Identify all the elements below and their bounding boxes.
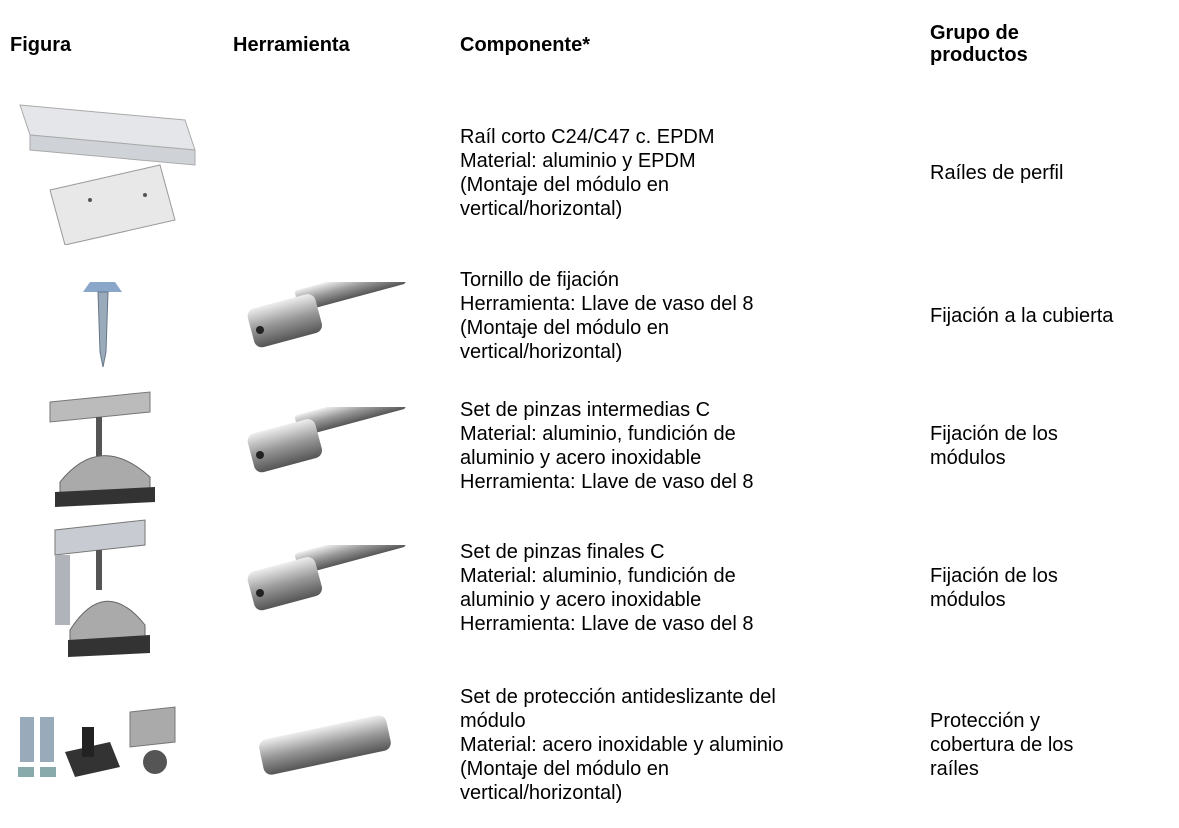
text-line: Set de pinzas finales C <box>460 540 665 563</box>
text-line: Material: aluminio y EPDM <box>460 149 696 172</box>
group: Fijación a la cubierta <box>930 252 1113 380</box>
figure-end-clamp <box>54 519 150 657</box>
text-line: Raíles de perfil <box>930 161 1064 184</box>
text-line: vertical/horizontal) <box>460 341 623 363</box>
text-line: (Montaje del módulo en <box>460 317 670 339</box>
group: Raíles de perfil <box>930 100 1063 245</box>
header-figure: Figura <box>10 34 72 56</box>
figure-screw <box>83 282 122 368</box>
figure-rail <box>19 104 196 245</box>
text-line: Grupo de <box>930 22 1019 44</box>
tool-socket <box>245 545 407 613</box>
text-line: aluminio y acero inoxidable <box>460 447 702 469</box>
component: Tornillo de fijación Herramienta: Llave d… <box>460 252 754 380</box>
header-tool: Herramienta <box>233 34 350 56</box>
text-line: Set de protección antideslizante del <box>460 686 776 708</box>
text-line: Fijación a la cubierta <box>930 305 1114 327</box>
text-line: vertical/horizontal) <box>460 197 623 220</box>
row: Tornillo de fijación Herramienta: Llave d… <box>0 252 1179 380</box>
text-line: módulos <box>930 447 1006 469</box>
component: Set de pinzas finales C Material: alumini… <box>460 515 754 660</box>
group: Fijación de los módulos <box>930 515 1058 660</box>
row: Set de pinzas finales C Material: alumini… <box>0 515 1179 660</box>
component: Set de pinzas intermedias C Material: alu… <box>460 382 754 510</box>
text-line: Herramienta: Llave de vaso del 8 <box>460 612 754 635</box>
text-line: Tornillo de fijación <box>460 269 619 291</box>
header-component: Componente* <box>460 34 590 56</box>
text-line: Material: aluminio, fundición de <box>460 564 736 587</box>
header-group: Grupo de productos <box>930 22 1028 66</box>
text-line: cobertura de los <box>930 734 1074 756</box>
row: Set de pinzas intermedias C Material: alu… <box>0 382 1179 510</box>
row: Raíl corto C24/C47 c. EPDM Material: alum… <box>0 100 1179 245</box>
component: Set de protección antideslizante del módu… <box>460 662 784 828</box>
text-line: Raíl corto C24/C47 c. EPDM <box>460 125 715 148</box>
group: Fijación de los módulos <box>930 382 1058 510</box>
text-line: Fijación de los <box>930 564 1058 587</box>
row: Set de protección antideslizante del módu… <box>0 662 1179 828</box>
tool-socket <box>245 282 407 350</box>
text-line: Material: acero inoxidable y aluminio <box>460 734 784 756</box>
text-line: aluminio y acero inoxidable <box>460 588 702 611</box>
figure-protection-set <box>18 706 176 777</box>
group: Protección y cobertura de los raíles <box>930 662 1073 828</box>
tool-socket <box>245 407 407 475</box>
text-line: (Montaje del módulo en <box>460 173 670 196</box>
component: Raíl corto C24/C47 c. EPDM Material: alum… <box>460 100 715 245</box>
text-line: (Montaje del módulo en <box>460 758 670 780</box>
text-line: Herramienta: Llave de vaso del 8 <box>460 471 754 493</box>
text-line: Herramienta: Llave de vaso del 8 <box>460 293 754 315</box>
text-line: módulo <box>460 710 526 732</box>
text-line: Set de pinzas intermedias C <box>460 399 711 421</box>
text-line: módulos <box>930 588 1006 611</box>
figure-mid-clamp <box>49 391 155 507</box>
text-line: Fijación de los <box>930 423 1058 445</box>
text-line: vertical/horizontal) <box>460 782 623 804</box>
tool-socket <box>259 715 391 775</box>
text-line: Protección y <box>930 710 1041 732</box>
text-line: productos <box>930 44 1028 66</box>
text-line: raíles <box>930 758 979 780</box>
text-line: Material: aluminio, fundición de <box>460 423 736 445</box>
